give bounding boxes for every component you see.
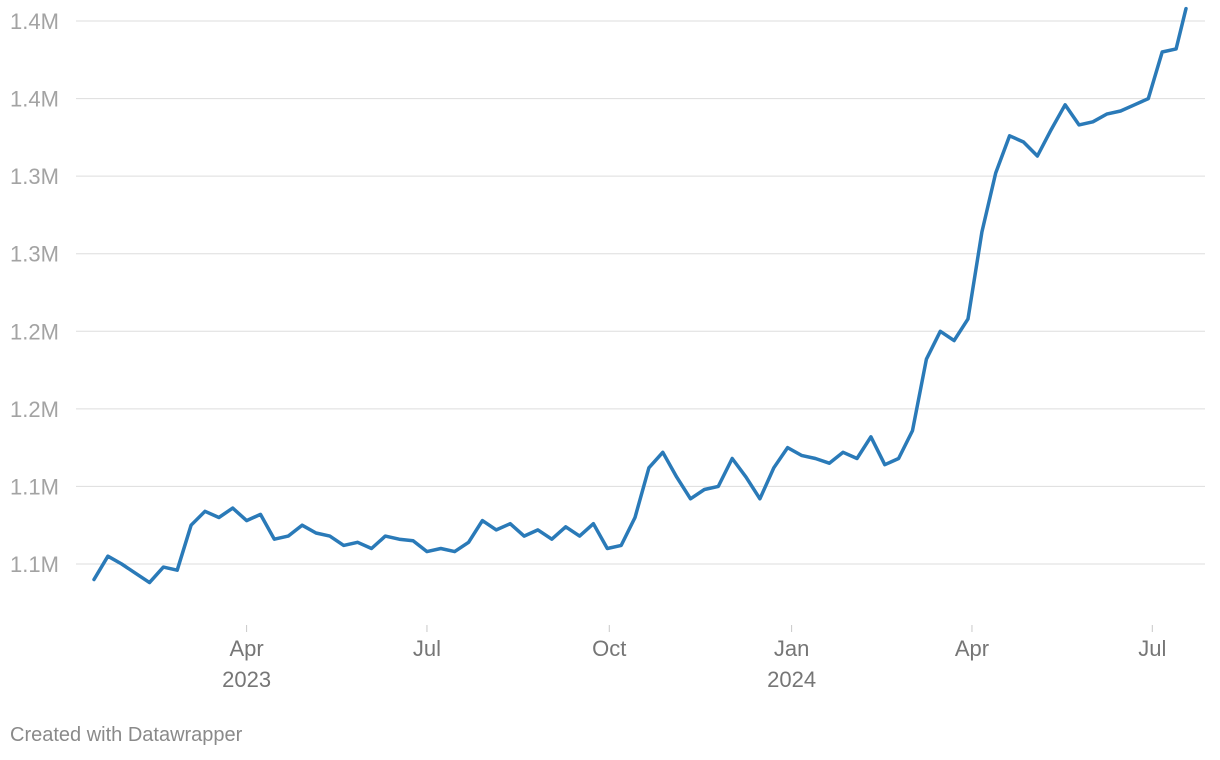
x-tick-label: Jul: [413, 636, 441, 661]
x-tick-year-label: 2024: [767, 667, 816, 692]
x-tick-label: Jul: [1138, 636, 1166, 661]
x-tick-label: Apr: [955, 636, 989, 661]
x-tick-label: Oct: [592, 636, 626, 661]
y-tick-label: 1.1M: [10, 552, 59, 577]
series-line: [92, 6, 1188, 585]
x-tick-label: Jan: [774, 636, 809, 661]
chart-svg: 1.4M 1.4M 1.3M 1.3M 1.2M 1.2M 1.1M 1.1M Apr 2023…: [10, 6, 1205, 692]
y-tick-label: 1.3M: [10, 164, 59, 189]
y-tick-label: 1.4M: [10, 9, 59, 34]
y-tick-label: 1.2M: [10, 397, 59, 422]
y-tick-label: 1.3M: [10, 242, 59, 267]
credit-text: Created with Datawrapper: [10, 724, 243, 746]
y-tick-label: 1.4M: [10, 87, 59, 112]
x-tick-year-label: 2023: [222, 667, 271, 692]
y-tick-label: 1.1M: [10, 474, 59, 499]
x-tick-label: Apr: [229, 636, 263, 661]
y-tick-label: 1.2M: [10, 319, 59, 344]
line-chart: 1.4M 1.4M 1.3M 1.3M 1.2M 1.2M 1.1M 1.1M Apr 2023…: [10, 6, 1205, 692]
